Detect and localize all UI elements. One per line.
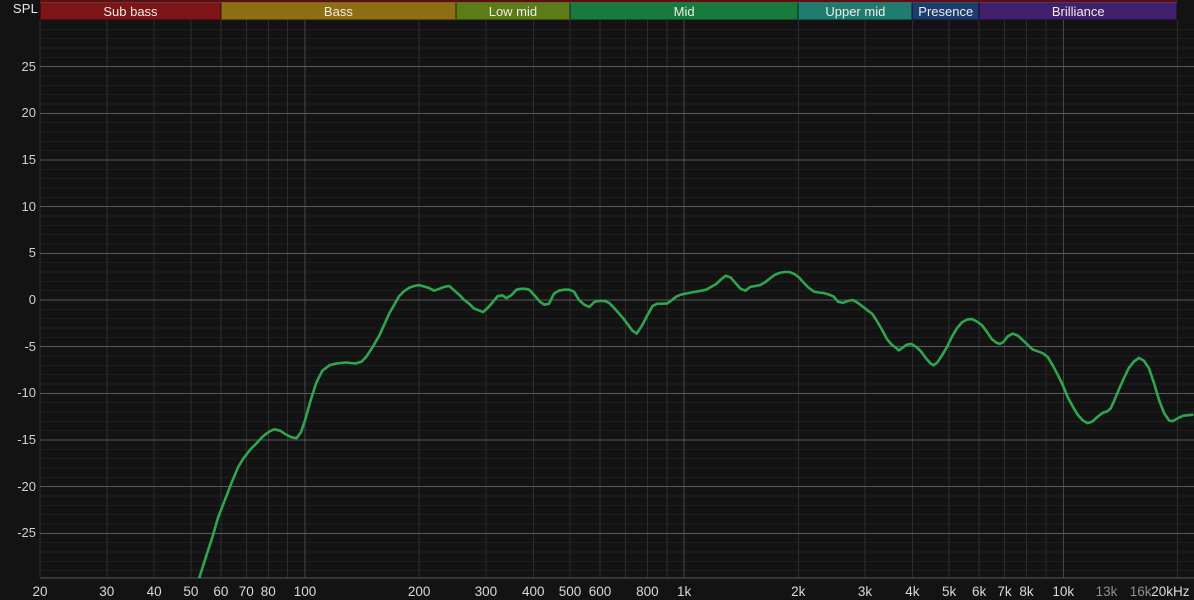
y-tick-label: -20	[17, 478, 36, 494]
frequency-band-strip: Sub bass Bass Low mid Mid Upper mid Presence B…	[0, 2, 1194, 20]
band-label: Sub bass	[103, 3, 158, 19]
y-tick-label: 10	[21, 198, 36, 214]
y-tick-label: 0	[28, 292, 36, 307]
x-tick-label: 70	[238, 584, 254, 599]
y-tick-label: -5	[24, 338, 36, 354]
x-tick-label: 500	[558, 584, 582, 599]
x-tick-label: 20kHz	[1151, 584, 1190, 599]
band-label: Brilliance	[1051, 3, 1105, 19]
x-tick-label: 13k	[1095, 584, 1118, 599]
y-tick-label: 20	[21, 105, 36, 121]
y-tick-label: -10	[17, 385, 36, 401]
band-brilliance: Brilliance	[979, 2, 1178, 20]
x-tick-label: 300	[474, 584, 498, 599]
x-tick-label: 30	[99, 584, 115, 599]
x-tick-label: 10k	[1052, 584, 1075, 599]
x-tick-label: 1k	[676, 584, 692, 599]
x-tick-label: 400	[521, 584, 545, 599]
band-label: Bass	[323, 3, 353, 19]
x-tick-label: 50	[183, 584, 199, 599]
x-tick-label: 200	[407, 584, 431, 599]
y-tick-label: 25	[21, 58, 36, 74]
y-tick-label: -15	[17, 432, 36, 447]
band-presence: Presence	[912, 2, 980, 20]
response-curve	[197, 270, 1194, 578]
x-tick-label: 2k	[791, 584, 806, 599]
y-tick-label: -25	[17, 525, 36, 541]
band-upper-mid: Upper mid	[798, 2, 913, 20]
band-label: Low mid	[488, 3, 538, 19]
x-tick-label: 8k	[1019, 584, 1034, 599]
x-tick-label: 6k	[972, 584, 987, 599]
band-low-mid: Low mid	[455, 2, 570, 20]
x-tick-label: 7k	[997, 584, 1012, 599]
x-tick-label: 5k	[941, 584, 957, 599]
band-bass: Bass	[220, 2, 456, 20]
x-tick-label: 4k	[905, 584, 920, 599]
band-sub-bass: Sub bass	[40, 2, 221, 20]
x-tick-label: 16k	[1129, 584, 1152, 599]
x-tick-label: 80	[260, 584, 276, 599]
x-tick-label: 40	[146, 584, 162, 599]
spl-axis-title: SPL	[12, 1, 38, 16]
x-tick-label: 600	[588, 584, 612, 599]
x-tick-label: 60	[213, 584, 229, 599]
band-label: Upper mid	[825, 3, 886, 19]
band-label: Mid	[673, 3, 695, 19]
x-tick-label: 20	[32, 584, 48, 599]
band-mid: Mid	[570, 2, 799, 20]
band-strip-top-line	[40, 0, 1178, 2]
x-tick-label: 3k	[857, 584, 873, 599]
x-tick-label: 100	[293, 584, 317, 599]
x-tick-label: 800	[636, 584, 659, 599]
y-tick-label: 5	[28, 245, 36, 261]
y-tick-label: 15	[21, 152, 36, 167]
band-label: Presence	[918, 3, 974, 19]
